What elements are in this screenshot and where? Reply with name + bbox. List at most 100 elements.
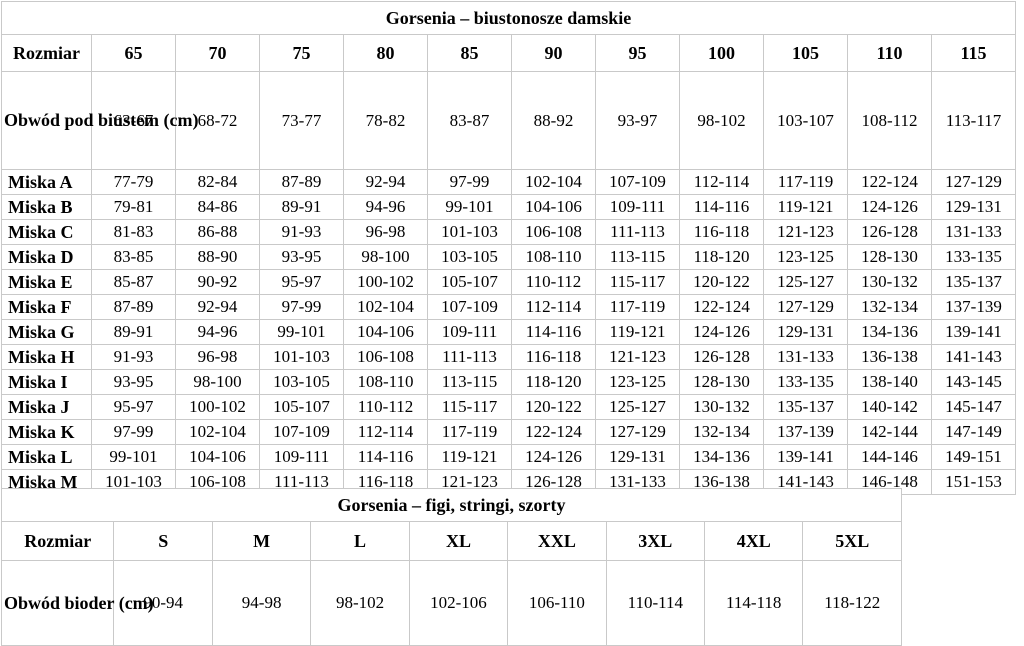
cup-value: 119-121 (763, 194, 848, 220)
panty-hips-cell: 106-110 (507, 560, 607, 646)
bra-header-size-90: 90 (511, 34, 596, 72)
cup-value: 112-114 (343, 419, 428, 445)
cup-value: 140-142 (847, 394, 932, 420)
bra-header-size-70: 70 (175, 34, 260, 72)
cup-value: 86-88 (175, 219, 260, 245)
cup-value: 120-122 (511, 394, 596, 420)
cup-value: 126-128 (847, 219, 932, 245)
cup-value: 102-104 (343, 294, 428, 320)
bra-table-title-row: Gorsenia – biustonosze damskie (0, 1, 1017, 35)
cup-value: 111-113 (427, 344, 512, 370)
panty-header-size-label: Rozmiar (0, 521, 115, 561)
bra-header-size-65: 65 (91, 34, 176, 72)
cup-value: 109-111 (259, 444, 344, 470)
cup-value: 107-109 (259, 419, 344, 445)
cup-value: 136-138 (847, 344, 932, 370)
table-row: Miska K 97-99 102-104 107-109 112-114 11… (1, 419, 1017, 445)
cup-label: Miska B (1, 194, 92, 220)
cup-value: 147-149 (930, 419, 1017, 445)
cup-value: 117-119 (763, 169, 848, 195)
cup-value: 125-127 (595, 394, 680, 420)
table-row: Miska J 95-97 100-102 105-107 110-112 11… (1, 394, 1017, 420)
cup-value: 83-85 (91, 244, 176, 270)
cup-label: Miska C (1, 219, 92, 245)
cup-value: 143-145 (930, 369, 1017, 395)
cup-value: 112-114 (679, 169, 764, 195)
bra-table-header-row: Rozmiar 65 70 75 80 85 90 95 100 105 110… (1, 34, 1017, 72)
cup-value: 98-100 (343, 244, 428, 270)
cup-label: Miska K (1, 419, 92, 445)
cup-value: 105-107 (427, 269, 512, 295)
bra-header-size-95: 95 (595, 34, 680, 72)
cup-value: 99-101 (91, 444, 176, 470)
cup-value: 118-120 (679, 244, 764, 270)
panty-header-size-l: L (310, 521, 410, 561)
cup-value: 106-108 (343, 344, 428, 370)
cup-value: 85-87 (91, 269, 176, 295)
cup-value: 90-92 (175, 269, 260, 295)
cup-value: 119-121 (595, 319, 680, 345)
cup-value: 128-130 (679, 369, 764, 395)
cup-value: 92-94 (175, 294, 260, 320)
cup-value: 134-136 (679, 444, 764, 470)
panty-hips-row: Obwód bioder (cm) 90-94 94-98 98-102 102… (0, 560, 902, 646)
cup-value: 118-120 (511, 369, 596, 395)
panty-header-size-m: M (211, 521, 312, 561)
cup-value: 110-112 (511, 269, 596, 295)
cup-value: 91-93 (259, 219, 344, 245)
panty-header-size-3xl: 3XL (605, 521, 706, 561)
cup-value: 129-131 (930, 194, 1017, 220)
panty-header-size-s: S (113, 521, 213, 561)
cup-value: 108-110 (343, 369, 428, 395)
cup-value: 92-94 (343, 169, 428, 195)
cup-value: 138-140 (847, 369, 932, 395)
cup-value: 97-99 (259, 294, 344, 320)
bra-underbust-row: Obwód pod biustem (cm) 63-67 68-72 73-77… (1, 71, 1017, 170)
cup-value: 123-125 (763, 244, 848, 270)
cup-value: 117-119 (595, 294, 680, 320)
cup-value: 142-144 (847, 419, 932, 445)
bra-underbust-cell: 63-67 (91, 71, 176, 170)
bra-header-size-110: 110 (847, 34, 932, 72)
cup-value: 94-96 (175, 319, 260, 345)
cup-value: 107-109 (595, 169, 680, 195)
cup-value: 89-91 (259, 194, 344, 220)
bra-underbust-cell: 98-102 (679, 71, 764, 170)
cup-value: 93-95 (259, 244, 344, 270)
cup-value: 77-79 (91, 169, 176, 195)
cup-value: 135-137 (763, 394, 848, 420)
cup-value: 141-143 (930, 344, 1017, 370)
cup-value: 105-107 (259, 394, 344, 420)
cup-value: 95-97 (91, 394, 176, 420)
cup-value: 110-112 (343, 394, 428, 420)
cup-value: 131-133 (930, 219, 1017, 245)
cup-value: 97-99 (427, 169, 512, 195)
cup-value: 124-126 (847, 194, 932, 220)
panty-hips-cell: 118-122 (802, 560, 902, 646)
cup-value: 101-103 (259, 344, 344, 370)
cup-label: Miska J (1, 394, 92, 420)
cup-value: 122-124 (511, 419, 596, 445)
cup-value: 112-114 (511, 294, 596, 320)
bra-header-size-100: 100 (679, 34, 764, 72)
cup-value: 121-123 (595, 344, 680, 370)
panty-header-size-4xl: 4XL (704, 521, 804, 561)
panty-hips-cell: 98-102 (310, 560, 410, 646)
cup-value: 130-132 (679, 394, 764, 420)
cup-value: 124-126 (511, 444, 596, 470)
cup-value: 126-128 (679, 344, 764, 370)
cup-label: Miska F (1, 294, 92, 320)
cup-value: 104-106 (175, 444, 260, 470)
cup-value: 101-103 (427, 219, 512, 245)
panty-hips-cell: 94-98 (211, 560, 312, 646)
cup-value: 127-129 (595, 419, 680, 445)
cup-value: 103-105 (259, 369, 344, 395)
bra-header-size-105: 105 (763, 34, 848, 72)
cup-value: 87-89 (91, 294, 176, 320)
table-row: Miska F 87-89 92-94 97-99 102-104 107-10… (1, 294, 1017, 320)
bra-underbust-cell: 78-82 (343, 71, 428, 170)
panty-table-title-row: Gorsenia – figi, stringi, szorty (1, 488, 902, 522)
cup-value: 89-91 (91, 319, 176, 345)
panty-table-body: Gorsenia – figi, stringi, szorty Rozmiar… (0, 488, 902, 646)
cup-value: 100-102 (343, 269, 428, 295)
